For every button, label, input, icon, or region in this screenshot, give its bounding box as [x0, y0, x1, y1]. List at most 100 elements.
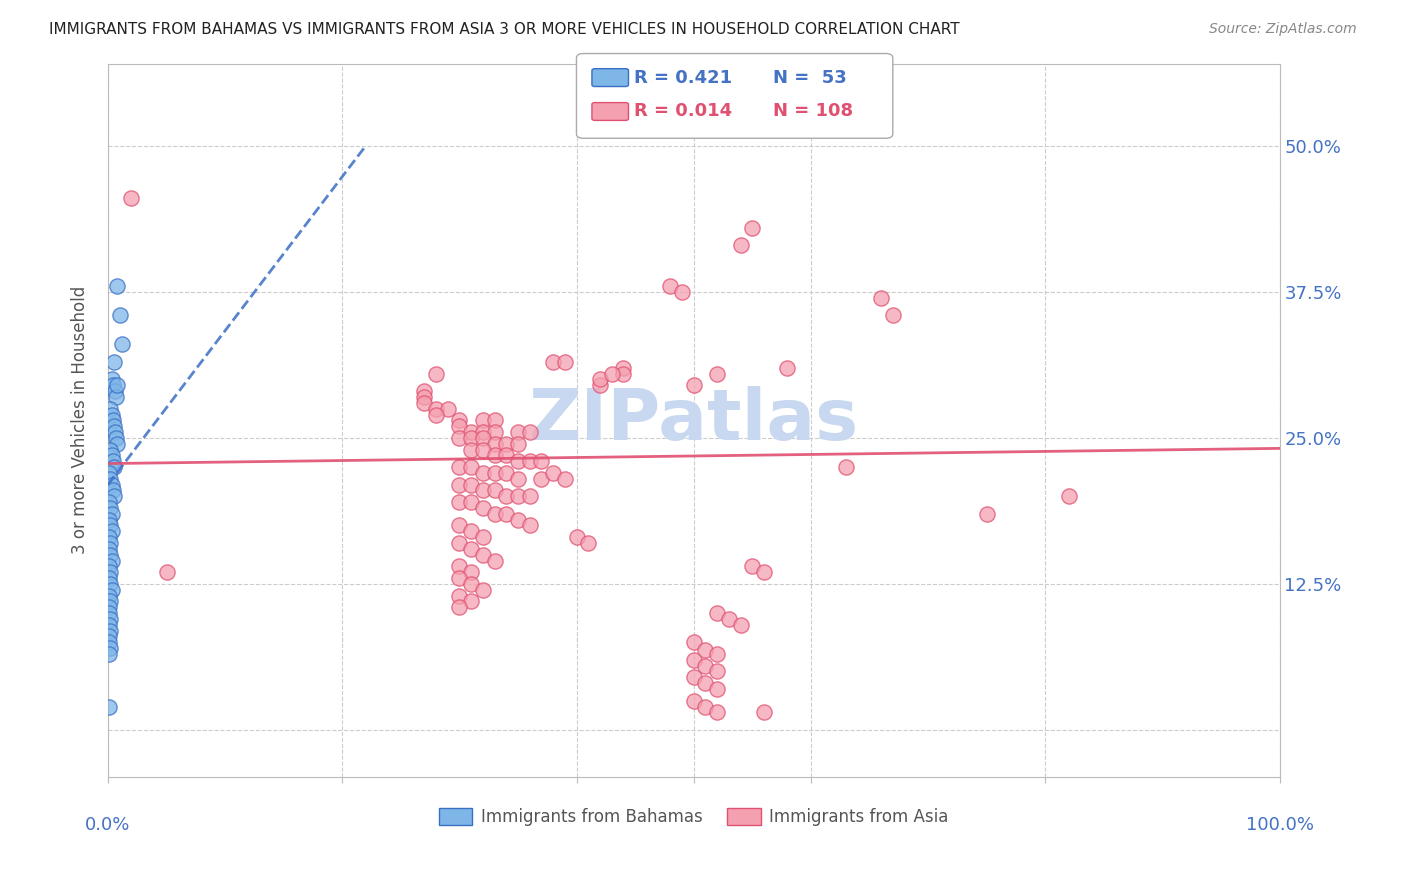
Point: [741, 220, 763, 235]
Point: [104, 425, 127, 439]
Point: [98, 699, 121, 714]
Text: Source: ZipAtlas.com: Source: ZipAtlas.com: [1209, 22, 1357, 37]
Point: [98, 641, 121, 656]
Point: [671, 285, 693, 299]
Point: [413, 390, 436, 404]
Point: [495, 466, 517, 480]
Point: [105, 390, 128, 404]
Point: [120, 191, 142, 205]
Point: [484, 425, 506, 439]
Point: [103, 489, 125, 503]
Point: [98, 513, 121, 527]
Point: [484, 483, 506, 498]
Point: [519, 518, 541, 533]
Point: [506, 454, 529, 468]
Point: [104, 384, 127, 398]
Text: R = 0.014: R = 0.014: [634, 103, 733, 120]
Point: [449, 536, 471, 550]
Point: [659, 279, 682, 293]
Point: [449, 477, 471, 491]
Text: ZIPatlas: ZIPatlas: [529, 386, 859, 455]
Point: [682, 653, 704, 667]
Point: [449, 413, 471, 427]
Point: [576, 536, 599, 550]
Point: [541, 355, 564, 369]
Point: [98, 495, 121, 509]
Point: [460, 577, 482, 591]
Point: [100, 477, 122, 491]
Point: [554, 355, 576, 369]
Point: [460, 431, 482, 445]
Text: R = 0.421: R = 0.421: [634, 69, 733, 87]
Point: [100, 553, 122, 567]
Point: [471, 442, 494, 457]
Point: [98, 630, 121, 644]
Point: [425, 408, 447, 422]
Point: [98, 589, 121, 603]
Point: [460, 477, 482, 491]
Point: [484, 449, 506, 463]
Point: [98, 617, 121, 632]
Point: [530, 472, 553, 486]
Point: [471, 582, 494, 597]
Point: [98, 530, 121, 544]
Point: [730, 238, 752, 252]
Point: [682, 635, 704, 649]
Point: [98, 500, 121, 515]
Point: [471, 548, 494, 562]
Point: [425, 401, 447, 416]
Point: [98, 600, 121, 615]
Point: [976, 507, 998, 521]
Text: 0.0%: 0.0%: [86, 816, 131, 834]
Point: [752, 706, 775, 720]
Point: [101, 483, 124, 498]
Text: IMMIGRANTS FROM BAHAMAS VS IMMIGRANTS FROM ASIA 3 OR MORE VEHICLES IN HOUSEHOLD : IMMIGRANTS FROM BAHAMAS VS IMMIGRANTS FR…: [49, 22, 960, 37]
Point: [495, 489, 517, 503]
Point: [495, 449, 517, 463]
Point: [413, 396, 436, 410]
Point: [612, 360, 634, 375]
Point: [105, 431, 128, 445]
Point: [682, 378, 704, 392]
Point: [706, 367, 728, 381]
Point: [776, 360, 799, 375]
Point: [101, 454, 124, 468]
Text: N = 108: N = 108: [773, 103, 853, 120]
Text: 100.0%: 100.0%: [1246, 816, 1313, 834]
Point: [449, 571, 471, 585]
Point: [155, 565, 177, 579]
Point: [100, 582, 122, 597]
Point: [717, 612, 740, 626]
Point: [98, 594, 121, 608]
Point: [706, 681, 728, 696]
Point: [835, 460, 858, 475]
Point: [460, 460, 482, 475]
Point: [460, 541, 482, 556]
Point: [554, 472, 576, 486]
Point: [449, 419, 471, 434]
Point: [100, 408, 122, 422]
Point: [98, 606, 121, 620]
Point: [484, 553, 506, 567]
Point: [449, 589, 471, 603]
Point: [471, 500, 494, 515]
Point: [471, 483, 494, 498]
Point: [98, 548, 121, 562]
Point: [506, 425, 529, 439]
Point: [484, 507, 506, 521]
Point: [741, 559, 763, 574]
Point: [449, 495, 471, 509]
Point: [98, 541, 121, 556]
Point: [98, 466, 121, 480]
Point: [695, 676, 717, 690]
Point: [882, 308, 904, 322]
Point: [100, 449, 122, 463]
Point: [98, 442, 121, 457]
Point: [506, 472, 529, 486]
Point: [100, 372, 122, 386]
Point: [449, 431, 471, 445]
Point: [111, 337, 134, 351]
Point: [98, 401, 121, 416]
Point: [460, 565, 482, 579]
Point: [589, 378, 612, 392]
